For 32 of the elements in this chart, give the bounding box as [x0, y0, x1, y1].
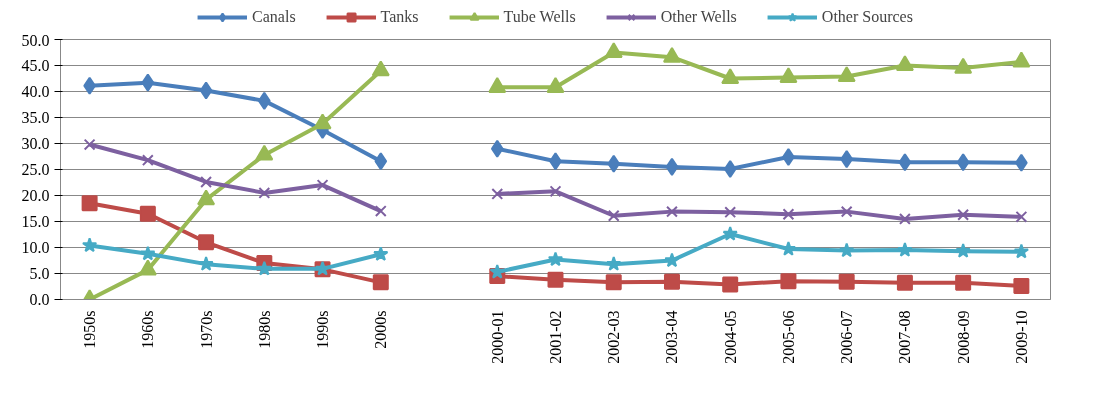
x-tick-label: 1990s [314, 310, 332, 349]
x-tick-label: 2000s [372, 310, 390, 349]
legend-label: Tube Wells [503, 8, 576, 26]
x-tick-label: 1950s [81, 310, 99, 349]
x-tick-label: 2007-08 [896, 310, 914, 364]
legend-label: Other Sources [821, 8, 913, 26]
x-tick-label: 1980s [255, 310, 273, 349]
x-tick-label: 1960s [139, 310, 157, 349]
x-tick-label: 2001-02 [547, 310, 564, 364]
y-tick-label: 5.0 [29, 265, 50, 282]
y-tick-label: 40.0 [21, 83, 50, 100]
x-tick-label: 2004-05 [721, 310, 739, 364]
y-tick-label: 50.0 [21, 31, 50, 49]
y-tick-label: 35.0 [21, 109, 50, 126]
x-tick-label: 2008-09 [954, 310, 972, 364]
y-tick-label: 0.0 [29, 291, 50, 308]
y-tick-label: 25.0 [21, 161, 50, 178]
x-tick-label: 1970s [197, 310, 215, 349]
x-tick-label: 2003-04 [663, 310, 681, 364]
y-tick-label: 45.0 [21, 57, 50, 74]
x-tick-label: 2006-07 [838, 310, 856, 364]
legend-label: Canals [252, 8, 296, 26]
x-tick-label: 2002-03 [605, 310, 623, 364]
legend-label: Other Wells [660, 8, 737, 26]
legend-label: Tanks [380, 8, 419, 26]
y-tick-label: 30.0 [21, 135, 50, 152]
y-tick-label: 10.0 [21, 239, 50, 256]
y-tick-label: 15.0 [21, 213, 50, 230]
x-tick-label: 2005-06 [779, 310, 797, 364]
y-tick-label: 20.0 [21, 187, 50, 204]
x-tick-label: 2000-01 [488, 310, 506, 364]
x-tick-label: 2009-10 [1012, 310, 1030, 364]
